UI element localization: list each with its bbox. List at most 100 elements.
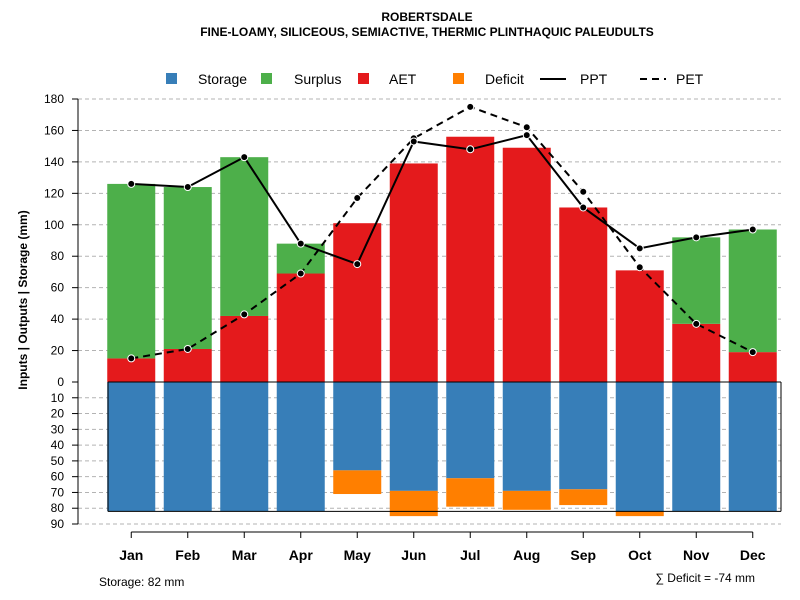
pet-point (183, 344, 192, 353)
surplus-bar (728, 229, 777, 353)
aet-bar (220, 315, 269, 382)
pet-point (466, 102, 475, 111)
storage-bar (220, 382, 269, 512)
y-tick-label: 20 (51, 407, 65, 421)
surplus-bar (163, 187, 212, 349)
storage-bar (502, 382, 551, 491)
x-tick-label: Mar (232, 547, 257, 563)
x-tick-label: Jan (119, 547, 143, 563)
pet-point (748, 348, 757, 357)
legend-swatch-surplus (261, 73, 272, 84)
aet-bar (559, 207, 608, 382)
x-tick-label: Sep (570, 547, 596, 563)
deficit-bar (389, 490, 438, 517)
y-tick-label: 80 (51, 501, 65, 515)
y-tick-label: 180 (44, 92, 64, 106)
y-tick-label: 60 (51, 281, 65, 295)
pet-point (522, 123, 531, 132)
bars (107, 136, 777, 517)
deficit-bar (446, 478, 495, 507)
legend: Storage Surplus AET Deficit PPT PET (166, 71, 704, 87)
x-tick-label: Feb (175, 547, 200, 563)
y-axis-label: Inputs | Outputs | Storage (mm) (16, 210, 30, 389)
x-tick-label: Nov (683, 547, 710, 563)
lines (127, 102, 757, 363)
aet-bar (276, 273, 325, 382)
pet-point (240, 310, 249, 319)
deficit-bar (502, 490, 551, 510)
ppt-point (635, 244, 644, 253)
ppt-point (240, 153, 249, 162)
ppt-line (131, 134, 753, 266)
ppt-point (353, 260, 362, 269)
aet-bar (728, 352, 777, 382)
y-tick-label: 40 (51, 312, 65, 326)
legend-label-deficit: Deficit (485, 71, 524, 87)
y-tick-label: 100 (44, 218, 64, 232)
ppt-point (296, 239, 305, 248)
y-tick-label: 0 (57, 375, 64, 389)
legend-swatch-storage (166, 73, 177, 84)
storage-bar (163, 382, 212, 512)
ppt-point (692, 233, 701, 242)
axes: 0204060801001201401601801020304050607080… (44, 92, 782, 563)
x-tick-label: Dec (740, 547, 766, 563)
y-tick-label: 120 (44, 186, 64, 200)
pet-point (579, 187, 588, 196)
surplus-bar (276, 243, 325, 274)
pet-point (127, 354, 136, 363)
aet-bar (333, 223, 382, 382)
y-tick-label: 60 (51, 470, 65, 484)
storage-bar (389, 382, 438, 491)
legend-label-aet: AET (389, 71, 417, 87)
legend-label-ppt: PPT (580, 71, 608, 87)
x-tick-label: Aug (513, 547, 540, 563)
deficit-bar (615, 511, 664, 517)
storage-bar (333, 382, 382, 471)
deficit-note: ∑ Deficit = -74 mm (655, 571, 755, 585)
pet-line (131, 105, 754, 360)
pet-point (692, 319, 701, 328)
y-tick-label: 20 (51, 344, 65, 358)
deficit-bar (559, 489, 608, 506)
y-tick-label: 70 (51, 485, 65, 499)
x-tick-label: Jun (401, 547, 426, 563)
ppt-point (466, 145, 475, 154)
y-tick-label: 80 (51, 249, 65, 263)
ppt-point (409, 137, 418, 146)
legend-swatch-deficit (453, 73, 464, 84)
aet-bar (163, 348, 212, 382)
deficit-bar (333, 470, 382, 495)
legend-swatch-aet (358, 73, 369, 84)
storage-bar (446, 382, 495, 479)
x-tick-label: Jul (460, 547, 480, 563)
aet-bar (502, 147, 551, 382)
legend-label-surplus: Surplus (294, 71, 341, 87)
ppt-point (522, 131, 531, 140)
pet-point (353, 194, 362, 203)
legend-label-storage: Storage (198, 71, 247, 87)
x-tick-label: Apr (289, 547, 314, 563)
pet-point (296, 269, 305, 278)
y-tick-label: 140 (44, 155, 64, 169)
storage-bar (728, 382, 777, 512)
y-tick-label: 40 (51, 438, 65, 452)
ppt-point (183, 183, 192, 192)
aet-bar (389, 163, 438, 382)
x-tick-label: May (344, 547, 371, 563)
storage-bar (107, 382, 156, 512)
y-tick-label: 50 (51, 454, 65, 468)
pet-point (635, 263, 644, 272)
storage-bar (276, 382, 325, 512)
storage-bar (559, 382, 608, 490)
ppt-point (579, 203, 588, 212)
legend-label-pet: PET (676, 71, 704, 87)
surplus-bar (220, 157, 269, 316)
storage-note: Storage: 82 mm (99, 575, 184, 589)
y-tick-label: 10 (51, 391, 65, 405)
aet-bar (615, 270, 664, 382)
storage-bar (615, 382, 664, 512)
aet-bar (672, 323, 721, 382)
chart-title: ROBERTSDALE (381, 10, 472, 24)
